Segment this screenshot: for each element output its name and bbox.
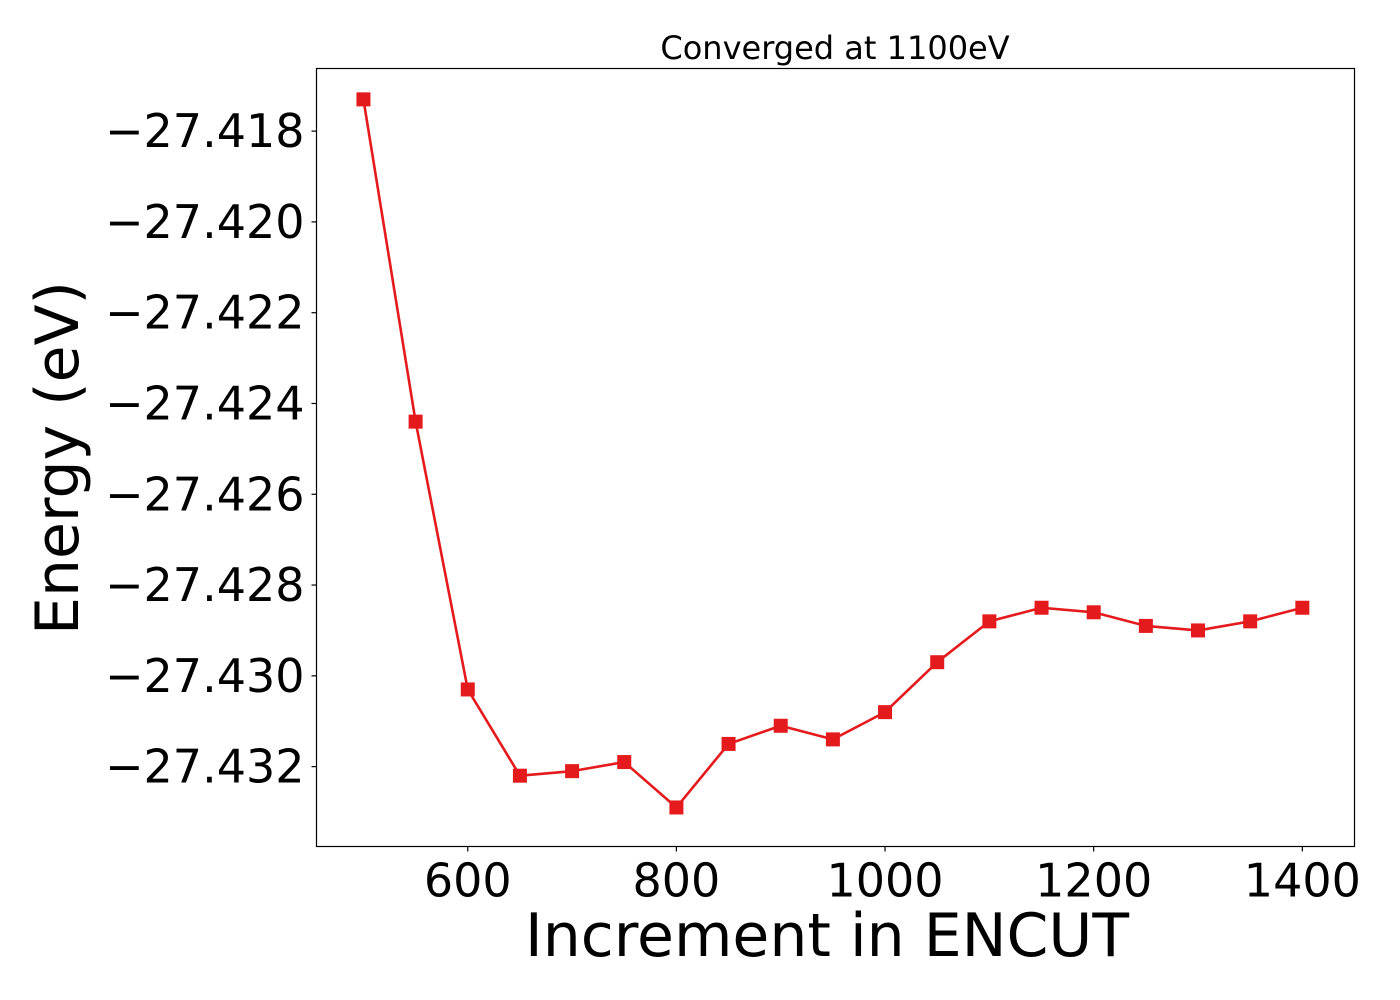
data-point-marker xyxy=(1086,605,1101,620)
data-point-marker xyxy=(721,736,736,751)
plot-series xyxy=(356,92,1310,815)
y-tick-label: −27.432 xyxy=(105,740,305,794)
y-axis-label: Energy (eV) xyxy=(23,281,93,635)
y-tick-label: −27.426 xyxy=(105,467,305,521)
data-point-marker xyxy=(878,705,893,720)
data-point-marker xyxy=(1191,623,1206,638)
data-point-marker xyxy=(565,764,580,779)
y-tick-label: −27.424 xyxy=(105,376,305,430)
x-tick-label: 1400 xyxy=(1244,854,1361,908)
data-point-marker xyxy=(356,92,371,107)
data-point-marker xyxy=(930,655,945,670)
plot-frame xyxy=(315,67,1356,848)
y-tick-label: −27.420 xyxy=(105,195,305,249)
data-point-marker xyxy=(825,732,840,747)
data-point-marker xyxy=(1034,600,1049,615)
data-point-marker xyxy=(1138,618,1153,633)
x-tick-label: 600 xyxy=(424,854,512,908)
data-point-marker xyxy=(460,682,475,697)
x-tick-label: 1200 xyxy=(1035,854,1152,908)
data-point-marker xyxy=(982,614,997,629)
x-axis-label: Increment in ENCUT xyxy=(525,901,1129,971)
data-point-marker xyxy=(1295,600,1310,615)
y-tick-label: −27.422 xyxy=(105,286,305,340)
data-point-marker xyxy=(512,768,527,783)
data-point-marker xyxy=(669,800,684,815)
y-tick-label: −27.428 xyxy=(105,558,305,612)
x-tick-label: 800 xyxy=(633,854,721,908)
series-line xyxy=(362,99,1303,809)
chart-title: Converged at 1100eV xyxy=(660,29,1009,67)
data-point-marker xyxy=(1243,614,1258,629)
y-axis-ticks: −27.418 −27.420 −27.422 −27.424 −27.426 −27.4… xyxy=(105,104,317,794)
data-point-marker xyxy=(617,755,632,770)
x-axis-ticks: 600 800 1000 1200 1400 xyxy=(424,846,1361,908)
y-tick-label: −27.430 xyxy=(105,649,305,703)
x-tick-label: 1000 xyxy=(827,854,944,908)
data-point-marker xyxy=(408,414,423,429)
data-point-marker xyxy=(773,718,788,733)
y-tick-label: −27.418 xyxy=(105,104,305,158)
